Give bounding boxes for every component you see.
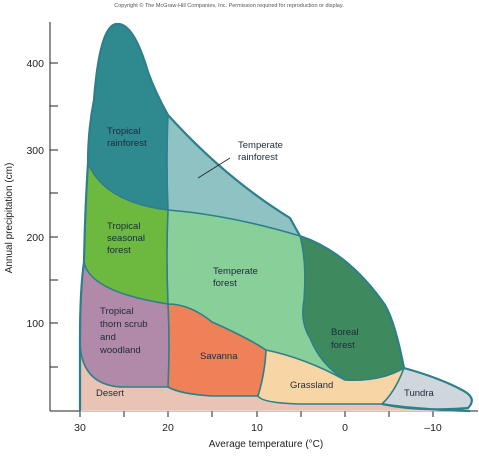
y-tick-label: 300 xyxy=(26,145,44,157)
copyright-notice: Copyright © The McGraw-Hill Companies, I… xyxy=(114,2,344,9)
label-tropical-thorn-scrub: Tropical thorn scrub and woodland xyxy=(99,306,150,356)
label-tropical-rainforest: Tropical rainforest xyxy=(107,126,147,149)
x-axis-title: Average temperature (°C) xyxy=(209,439,323,450)
x-tick-label: 0 xyxy=(342,422,348,434)
y-tick-label: 200 xyxy=(26,232,44,244)
boundary-line xyxy=(166,114,170,388)
label-desert: Desert xyxy=(96,388,124,399)
x-tick-label: –10 xyxy=(424,422,442,434)
y-axis-title: Annual precipitation (cm) xyxy=(4,163,15,274)
biome-outline xyxy=(78,22,473,413)
boundary-line xyxy=(257,349,267,397)
label-savanna: Savanna xyxy=(200,351,238,362)
label-temperate-rainforest: Temperate rainforest xyxy=(238,140,286,163)
label-pointer xyxy=(197,157,231,179)
y-axis-ticks xyxy=(50,62,58,368)
y-tick-label: 100 xyxy=(26,318,44,330)
boundary-line xyxy=(299,235,346,381)
x-axis-ticks xyxy=(79,411,434,417)
label-boreal-forest: Boreal forest xyxy=(331,327,361,351)
label-tundra: Tundra xyxy=(404,388,434,399)
label-temperate-forest: Temperate forest xyxy=(213,266,261,289)
x-tick-label: 30 xyxy=(74,422,86,434)
boundary-line xyxy=(87,162,301,237)
x-tick-label: 10 xyxy=(251,422,263,434)
x-tick-label: 20 xyxy=(162,422,174,434)
boundary-line xyxy=(83,261,405,382)
label-grassland: Grassland xyxy=(290,380,333,391)
label-tropical-seasonal-forest: Tropical seasonal forest xyxy=(107,221,148,256)
boundary-line xyxy=(381,367,405,405)
y-tick-label: 400 xyxy=(26,58,44,70)
boundary-line xyxy=(79,339,382,405)
